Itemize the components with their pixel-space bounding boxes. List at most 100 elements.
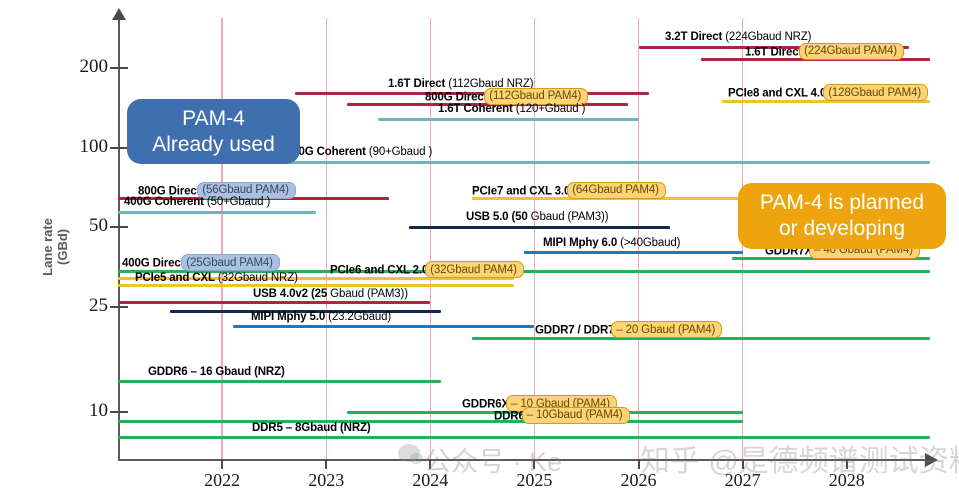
callout-orange-line1: PAM-4 is planned (759, 191, 925, 215)
series-label: MIPI Mphy 5.0 (23.2Gbaud) (251, 311, 391, 323)
series-label-bold: 1.6T Coherent (438, 103, 513, 116)
series-label-bold: GDDR6 – 16 Gbaud (NRZ) (148, 365, 285, 378)
series-label-bold: 1.6T Direct (745, 46, 803, 59)
series-label: 400G Direct (25Gbaud PAM4) (122, 254, 280, 272)
x-tick-mark (429, 459, 432, 469)
series-label-bold: GDDR7 / DDR7 (535, 324, 615, 337)
gridline (637, 18, 640, 459)
callout-orange-line2: or developing (778, 217, 906, 240)
callout-pam4-planned: PAM-4 is planned or developing (738, 183, 946, 249)
series-label-detail: (90+Gbaud ) (365, 146, 433, 159)
series-bar (118, 436, 930, 440)
series-label-detail: (112Gbaud PAM4) (484, 87, 589, 105)
series-bar (471, 336, 930, 340)
x-tick-mark (325, 459, 328, 469)
series-label: GDDR6 – 16 Gbaud (NRZ) (148, 366, 285, 378)
series-label-bold: USB 4.0v2 (25 (253, 288, 328, 301)
series-label: 800G Direct (112Gbaud PAM4) (425, 87, 589, 106)
series-label-bold: DDR5 – 8Gbaud (NRZ) (252, 421, 371, 434)
series-label-bold: 400G Coherent (124, 196, 204, 209)
series-label-bold: 3.2T Direct (665, 31, 723, 44)
y-axis-arrow-icon (112, 8, 126, 20)
series-label: 3.2T Direct (224Gbaud NRZ) (665, 31, 811, 43)
y-tick-label: 100 (79, 135, 109, 157)
callout-blue-line1: PAM-4 (182, 106, 245, 130)
x-tick-label: 2024 (412, 470, 449, 490)
series-label-detail: Gbaud (PAM3)) (327, 288, 408, 301)
series-label-bold: PCIe5 and CXL (135, 271, 215, 284)
series-label: 800G Direct (56Gbaud PAM4) (138, 181, 296, 200)
wechat-icon (398, 444, 423, 464)
series-label-detail: (224Gbaud PAM4) (799, 42, 904, 60)
y-axis-line (118, 18, 120, 460)
series-label-detail: (120+Gbaud ) (512, 103, 586, 116)
series-label-detail: (23.2Gbaud) (325, 310, 392, 323)
series-label-detail: (32Gbaud NRZ) (214, 271, 298, 284)
series-label-detail: (25Gbaud PAM4) (181, 254, 280, 272)
x-tick-label: 2026 (620, 470, 657, 490)
series-bar (471, 197, 930, 201)
x-tick-label: 2022 (204, 470, 241, 490)
series-label-bold: PCIe8 and CXL 4.0 (728, 87, 827, 100)
series-label-bold: 400G Direct (122, 257, 185, 270)
series-label-detail: – 20 Gbaud (PAM4) (611, 321, 723, 339)
series-label-bold: 800G Coherent (286, 146, 366, 159)
series-label: MIPI Mphy 6.0 (>40Gbaud) (543, 237, 680, 249)
x-tick-label: 2027 (724, 470, 761, 490)
series-label-detail: (50+Gbaud ) (203, 196, 271, 209)
series-label: PCIe6 and CXL 2.0 (32Gbaud PAM4) (330, 261, 524, 279)
series-label-detail: Gbaud (PAM3)) (527, 211, 609, 224)
series-bar (118, 380, 441, 384)
series-bar (409, 225, 670, 229)
x-tick-mark (221, 459, 224, 469)
y-tick-label: 50 (89, 215, 108, 237)
series-label: 1.6T Direct (112Gbaud NRZ) (388, 77, 534, 90)
series-bar (294, 92, 649, 96)
series-label: PCIe5 and CXL (32Gbaud NRZ) (135, 272, 298, 284)
gridline (533, 18, 536, 459)
series-bar (118, 269, 930, 273)
series-label: GDDR7 / DDR7 – 20 Gbaud (PAM4) (535, 321, 723, 339)
y-tick-mark (110, 67, 128, 69)
series-label: 400G Coherent (50+Gbaud ) (124, 196, 270, 208)
x-tick-label: 2023 (308, 470, 345, 490)
gridline (429, 18, 431, 459)
gridline (325, 18, 327, 459)
y-tick-label: 200 (79, 56, 109, 77)
y-tick-label: 10 (89, 400, 108, 421)
series-bar (118, 197, 389, 201)
series-label-detail: – 10Gbaud (PAM4) (521, 406, 630, 424)
series-bar (232, 325, 535, 329)
x-tick-mark (741, 459, 744, 469)
series-bar (378, 117, 639, 121)
series-label: PCIe8 and CXL 4.0 (128Gbaud PAM4) (728, 84, 929, 102)
series-label-bold: 1.6T Direct (388, 77, 446, 90)
series-label-bold: PCIe6 and CXL 2.0 (330, 264, 429, 277)
y-tick-mark (110, 226, 128, 229)
y-axis-title: Lane rate (GBd) (40, 218, 70, 276)
series-bar (524, 251, 743, 255)
series-label: PCIe7 and CXL 3.0 (64Gbaud PAM4) (472, 181, 666, 200)
series-label-bold: 800G Direct (425, 91, 488, 104)
x-tick-mark (637, 459, 640, 469)
series-bar (118, 210, 316, 214)
series-bar (347, 103, 629, 107)
series-bar (118, 284, 514, 288)
series-label-detail: (32Gbaud PAM4) (425, 261, 524, 279)
series-label: 1.6T Coherent (120+Gbaud ) (438, 103, 585, 115)
series-label: USB 5.0 (50 Gbaud (PAM3)) (466, 211, 609, 224)
x-tick-label: 2028 (828, 470, 865, 490)
series-label: USB 4.0v2 (25 Gbaud (PAM3)) (253, 288, 408, 300)
series-bar (638, 45, 910, 49)
series-label-bold: MIPI Mphy 5.0 (251, 310, 326, 323)
series-label-detail: (>40Gbaud) (617, 236, 681, 249)
series-label-detail: (64Gbaud PAM4) (567, 181, 666, 199)
series-label: DDR5 – 8Gbaud (NRZ) (252, 422, 371, 434)
series-label-bold: GDDR6X (462, 398, 510, 411)
y-tick-mark (110, 146, 128, 149)
x-axis-line (118, 459, 930, 461)
x-tick-label: 2025 (516, 470, 553, 490)
series-label-detail: (224Gbaud NRZ) (722, 31, 812, 44)
series-bar (721, 99, 930, 103)
